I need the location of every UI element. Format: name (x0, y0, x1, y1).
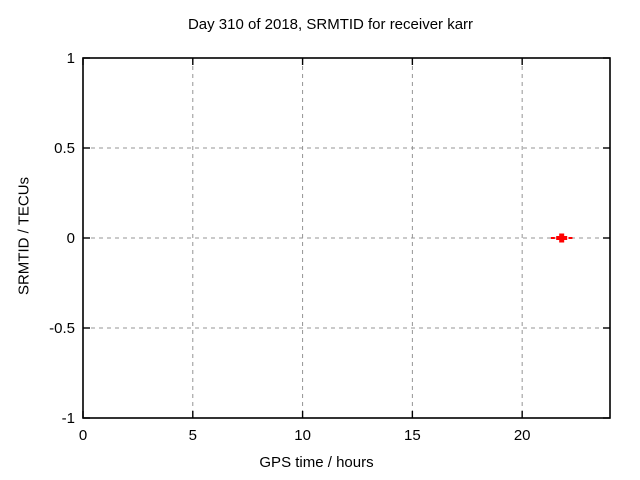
chart-title: Day 310 of 2018, SRMTID for receiver kar… (187, 16, 474, 33)
y-tick-label: -0.5 (49, 320, 75, 337)
plot-border (82, 57, 611, 419)
y-tick-label: 1 (67, 50, 75, 67)
y-tick-label: 0.5 (54, 140, 75, 157)
x-tick-label: 0 (79, 427, 87, 444)
marker-right-dash (568, 237, 573, 239)
x-tick-label: 5 (189, 427, 197, 444)
marker-horizontal-bar (556, 236, 568, 240)
x-tick-label: 10 (294, 427, 311, 444)
x-tick-label: 15 (404, 427, 421, 444)
marker-left-dash (550, 237, 555, 239)
data-point-marker (550, 233, 573, 243)
x-axis-label: GPS time / hours (259, 454, 374, 471)
y-tick-label: -1 (62, 410, 75, 427)
y-tick-label: 0 (67, 230, 75, 247)
x-tick-label: 20 (514, 427, 531, 444)
